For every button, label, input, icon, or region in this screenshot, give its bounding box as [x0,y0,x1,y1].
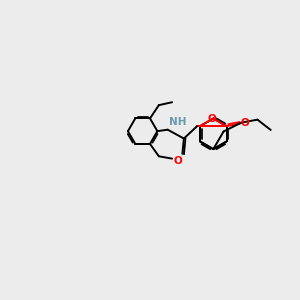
Text: O: O [208,114,216,124]
Text: O: O [241,118,250,128]
Text: NH: NH [169,117,186,127]
Text: O: O [174,156,182,166]
